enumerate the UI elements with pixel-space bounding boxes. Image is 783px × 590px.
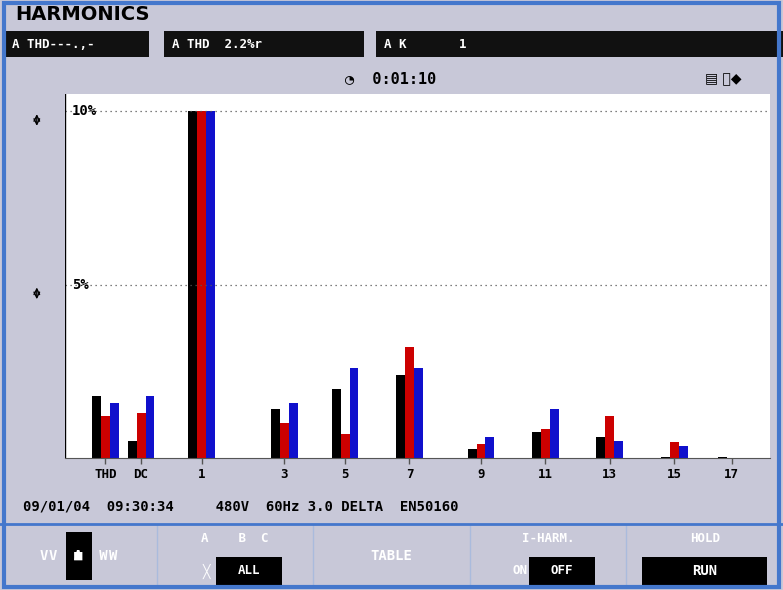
Text: W: W	[109, 549, 117, 563]
Bar	[615, 441, 623, 458]
Bar	[605, 417, 615, 458]
Text: A: A	[74, 549, 82, 563]
Text: TABLE: TABLE	[370, 549, 413, 563]
Text: HARMONICS: HARMONICS	[16, 5, 150, 24]
Bar	[101, 417, 110, 458]
Text: ALL: ALL	[238, 565, 260, 578]
Bar	[216, 558, 282, 585]
Text: I-HARM.: I-HARM.	[521, 533, 575, 546]
Bar	[376, 31, 783, 57]
Bar	[679, 446, 687, 458]
Bar	[597, 437, 605, 458]
Bar	[414, 368, 423, 458]
Bar	[550, 409, 559, 458]
Bar	[110, 402, 119, 458]
Bar	[207, 112, 215, 458]
Bar	[485, 437, 494, 458]
Bar	[289, 402, 298, 458]
Bar	[718, 457, 727, 458]
Bar	[128, 441, 136, 458]
Text: 10%: 10%	[72, 104, 97, 119]
Text: 09/01/04  09:30:34     480V  60Hz 3.0 DELTA  EN50160: 09/01/04 09:30:34 480V 60Hz 3.0 DELTA EN…	[23, 499, 459, 513]
Bar	[467, 450, 477, 458]
Bar	[532, 432, 541, 458]
Bar	[164, 31, 364, 57]
Text: HOLD: HOLD	[690, 533, 720, 546]
Bar	[405, 347, 414, 458]
Bar	[541, 428, 550, 458]
Bar	[661, 457, 669, 458]
Bar	[669, 442, 679, 458]
Text: ON: ON	[512, 565, 528, 578]
Text: ◔  0:01:10: ◔ 0:01:10	[345, 71, 436, 87]
Text: OFF: OFF	[551, 565, 573, 578]
Text: V  ■  W: V ■ W	[49, 549, 107, 563]
Bar	[280, 424, 289, 458]
Bar	[4, 31, 149, 57]
Text: ╳: ╳	[203, 563, 211, 579]
Bar	[642, 558, 767, 585]
Text: A    B  C: A B C	[201, 533, 269, 546]
Bar	[477, 444, 485, 458]
Text: A THD---.,-: A THD---.,-	[12, 38, 94, 51]
Bar	[332, 389, 341, 458]
Text: RUN: RUN	[692, 564, 717, 578]
Bar	[341, 434, 349, 458]
Text: 5%: 5%	[72, 278, 88, 291]
Text: A K       1: A K 1	[384, 38, 466, 51]
Bar	[146, 396, 154, 458]
Text: V: V	[40, 549, 48, 563]
Bar	[92, 396, 101, 458]
Bar	[136, 413, 146, 458]
Bar	[396, 375, 405, 458]
Bar	[189, 112, 197, 458]
Text: A THD  2.2%r: A THD 2.2%r	[172, 38, 262, 51]
Bar	[197, 112, 207, 458]
Text: ▤ ⭡◆: ▤ ⭡◆	[705, 72, 742, 86]
Bar	[66, 532, 92, 580]
Bar	[271, 409, 280, 458]
Bar	[349, 368, 359, 458]
Bar	[529, 558, 595, 585]
